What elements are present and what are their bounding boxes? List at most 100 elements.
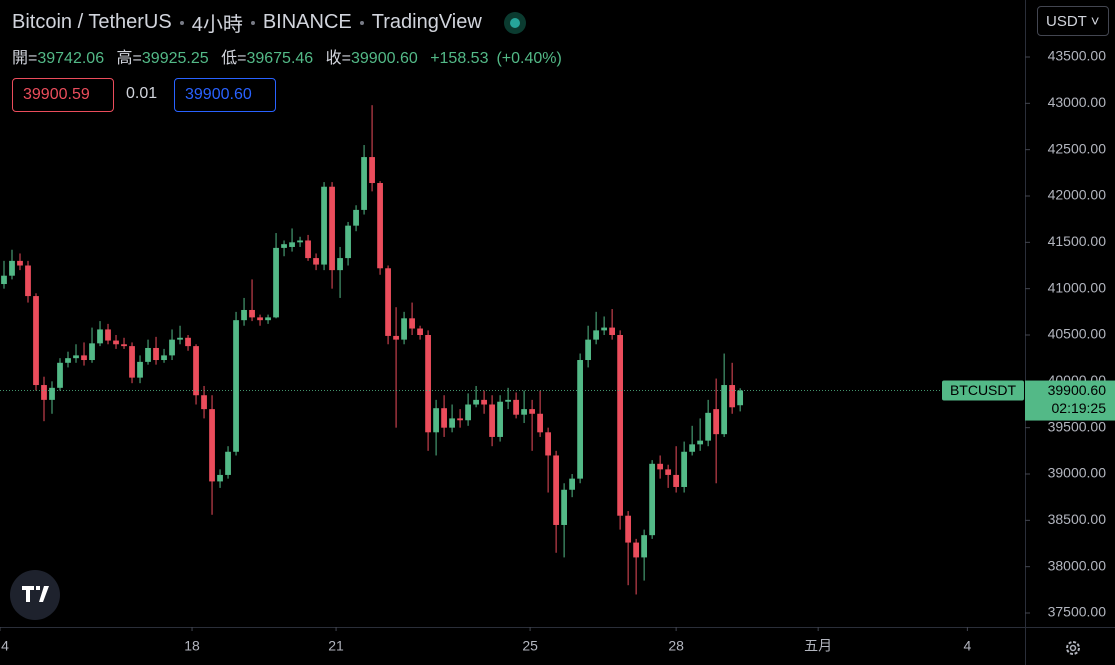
candle-body: [521, 409, 527, 415]
interval[interactable]: 4小時: [191, 14, 243, 36]
candle-body: [145, 347, 151, 362]
candle-body: [561, 489, 567, 525]
candle-body: [321, 186, 327, 265]
candle-body: [417, 328, 423, 335]
ohlc-value: 39675.46: [246, 50, 314, 67]
candle-body: [625, 515, 632, 543]
candle-body: [257, 317, 263, 321]
candle-body: [297, 240, 303, 243]
y-tick-label: 38500.00: [1048, 511, 1107, 527]
y-tick-label: 42500.00: [1048, 140, 1107, 156]
candle-body: [97, 329, 103, 344]
x-tick-label: 4: [1, 638, 9, 654]
x-tick-label: 28: [668, 638, 684, 654]
candle-body: [193, 346, 199, 396]
candle-body: [385, 268, 391, 336]
candle-body: [481, 399, 487, 405]
candle-body: [665, 469, 672, 475]
candle-body: [729, 385, 736, 408]
candle-body: [113, 340, 119, 345]
candle-body: [241, 309, 247, 321]
candle-body: [185, 337, 191, 347]
settings-icon-core: [1069, 644, 1077, 652]
candle-body: [553, 455, 559, 525]
exchange: BINANCE: [262, 11, 352, 33]
candle-body: [649, 463, 656, 536]
candle-body: [225, 451, 231, 475]
candle-body: [105, 329, 111, 341]
ohlc-value: 39742.06: [37, 50, 105, 67]
candle-body: [569, 478, 575, 490]
candle-body: [353, 209, 359, 226]
y-tick-label: 38000.00: [1048, 557, 1107, 573]
candle-body: [89, 343, 95, 361]
candle-body: [601, 327, 607, 331]
market-status: [503, 11, 526, 34]
separator: [179, 20, 184, 25]
candle-body: [465, 404, 471, 421]
candle-body: [633, 542, 640, 558]
candle-body: [265, 317, 271, 321]
candles: [1, 105, 744, 595]
x-tick-label: 18: [184, 638, 200, 654]
candle-body: [25, 265, 31, 297]
logo: [10, 570, 60, 620]
price-tag-bg: [1025, 380, 1115, 421]
price-tag: 39900.60: [1048, 382, 1107, 398]
candle-body: [393, 335, 399, 340]
candle-body: [65, 358, 71, 363]
candle-body: [505, 399, 511, 402]
candle-body: [457, 418, 463, 421]
candle-body: [41, 385, 47, 400]
candle-body: [209, 409, 215, 482]
sell-button[interactable]: 39900.59: [12, 78, 114, 112]
y-tick-label: 37500.00: [1048, 604, 1107, 620]
candle-body: [9, 260, 15, 276]
source: TradingView: [371, 11, 482, 33]
candle-body: [449, 418, 455, 428]
candle-body: [73, 355, 79, 359]
candle-body: [513, 399, 519, 415]
candle-body: [489, 404, 495, 437]
x-tick-label: 25: [522, 638, 538, 654]
candle-body: [441, 408, 447, 428]
candle-body: [17, 260, 23, 266]
separator: [250, 20, 255, 25]
buy-button[interactable]: 39900.60: [174, 78, 276, 112]
logo-mark: [22, 586, 49, 602]
x-tick-label: 4: [963, 638, 971, 654]
candle-body: [49, 387, 55, 400]
currency-select[interactable]: USDT ˅: [1037, 6, 1109, 36]
ohlc-value: 39900.60: [351, 50, 418, 67]
candle-body: [433, 408, 439, 433]
candle-body: [177, 337, 183, 340]
candle-body: [201, 395, 207, 410]
candle-body: [697, 440, 704, 445]
header: Bitcoin / TetherUS 4小時 BINANCE TradingVi…: [12, 8, 526, 37]
candle-body: [337, 258, 343, 271]
candle-body: [129, 346, 135, 378]
candle-body: [121, 344, 127, 347]
candle-body: [217, 474, 223, 482]
x-tick-label: 21: [328, 638, 344, 654]
candle-body: [377, 183, 383, 269]
candle-body: [585, 339, 591, 361]
ohlc-value: 39925.25: [141, 50, 209, 67]
y-tick-label: 39000.00: [1048, 465, 1107, 481]
candle-body: [137, 361, 143, 378]
candle-body: [681, 451, 688, 487]
settings-icon: [1066, 641, 1080, 655]
candle-body: [537, 413, 543, 433]
candle-body: [737, 390, 744, 406]
candle-body: [529, 409, 535, 414]
candle-body: [497, 401, 503, 437]
symbol[interactable]: Bitcoin / TetherUS: [12, 11, 172, 33]
countdown: 02:19:25: [1052, 400, 1107, 416]
settings[interactable]: [1066, 641, 1080, 655]
change-percent: (+0.40%): [496, 50, 562, 67]
candle-body: [281, 244, 287, 248]
candle-body: [641, 535, 648, 558]
y-tick-label: 40500.00: [1048, 326, 1107, 342]
